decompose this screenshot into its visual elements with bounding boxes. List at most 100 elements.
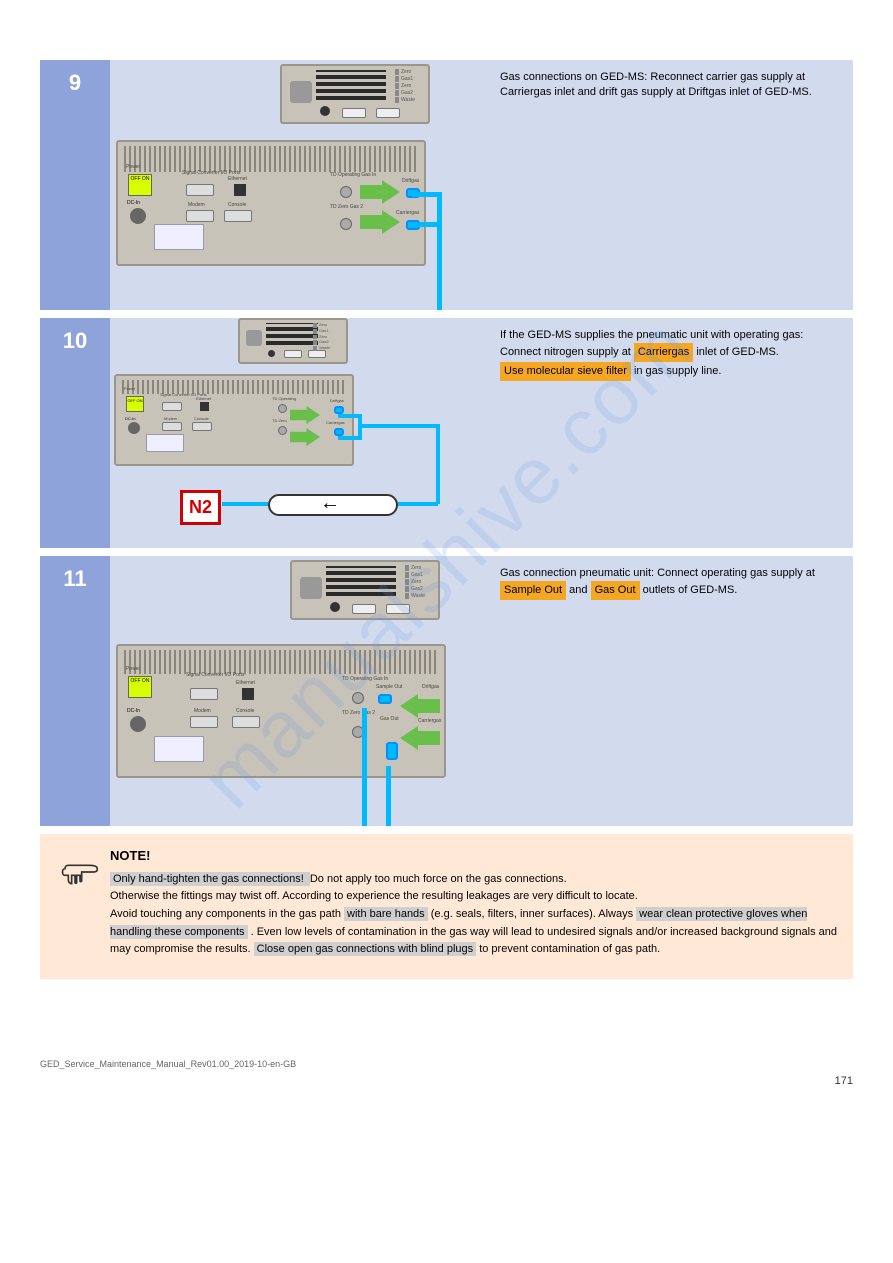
step-9-diagram: Zero Gas1 Zero Gas2 Waste Power OFF ON D… (110, 60, 490, 310)
gas-out-port (386, 742, 398, 760)
port-dot (268, 350, 275, 357)
td-op-port (340, 186, 352, 198)
driftgas-label: Driftgas (330, 398, 344, 403)
pneumatic-unit-rear: Zero Gas1 Zero Gas2 Waste (290, 560, 440, 620)
vent-slots (124, 146, 418, 174)
modem-label: Modem (164, 416, 177, 421)
gas-tube (398, 502, 438, 506)
flow-arrow-icon: ← (320, 492, 340, 515)
ce-label (146, 434, 184, 452)
sigconv-label: Signal Converter I/O Ports (186, 672, 244, 678)
gas-out-label: Gas Out (380, 716, 399, 722)
note-hl-1: Only hand-tighten the gas connections! (110, 872, 310, 886)
step-9-row: 9 Zero Gas1 Zero Gas2 Waste Power OFF ON… (40, 60, 853, 310)
step-9-description: Gas connections on GED-MS: Reconnect car… (490, 60, 853, 310)
step-11-diagram: Zero Gas1 Zero Gas2 Waste Power OFF ON D… (110, 556, 490, 826)
note-text: Do not apply too much force on the gas c… (310, 873, 567, 885)
highlight-sample-out: Sample Out (500, 581, 566, 600)
gas-tube (358, 424, 440, 428)
note-text: Otherwise the fittings may twist off. Ac… (110, 888, 843, 906)
console-label: Console (236, 708, 254, 714)
step-10-description: If the GED-MS supplies the pneumatic uni… (490, 318, 853, 548)
td-op-label: TD Operating (272, 396, 296, 401)
note-body: NOTE! Only hand-tighten the gas connecti… (110, 846, 843, 959)
td-zero-label: TD Zero Gas 2 (330, 204, 363, 210)
step-11-description: Gas connection pneumatic unit: Connect o… (490, 556, 853, 826)
console-label: Console (228, 202, 246, 208)
step-9-number: 9 (40, 60, 110, 310)
td-op-label: TD Operating Gas In (342, 676, 388, 682)
vent-grille (266, 323, 318, 345)
modem-label: Modem (194, 708, 211, 714)
knob-icon (300, 577, 322, 599)
step-10-text-mid: inlet of GED-MS. (696, 346, 779, 358)
port-labels: Zero Gas1 Zero Gas2 Waste (405, 565, 435, 600)
carriergas-label: Carriergas (418, 718, 441, 724)
ged-ms-rear: Power OFF ON DC-In Signal Converter I/O … (116, 644, 446, 778)
db9-connector-1 (342, 108, 366, 118)
step-11-row: 11 Zero Gas1 Zero Gas2 Waste Power OFF O… (40, 556, 853, 826)
dcin-label: DC-In (125, 416, 135, 421)
console-port (232, 716, 260, 728)
modem-port (190, 716, 218, 728)
green-arrow-icon (290, 428, 320, 446)
note-hl-2: with bare hands (344, 907, 428, 921)
power-label: Power (124, 386, 135, 391)
driftgas-label: Driftgas (402, 178, 419, 184)
power-switch: OFF ON (128, 676, 152, 698)
modem-label: Modem (188, 202, 205, 208)
step-9-text: Gas connections on GED-MS: Reconnect car… (500, 71, 812, 98)
power-switch: OFF ON (128, 174, 152, 196)
green-arrow-icon (400, 694, 440, 718)
port-dot (320, 106, 330, 116)
console-label: Console (194, 416, 209, 421)
gas-tube (222, 502, 268, 506)
console-port (192, 422, 212, 431)
ethernet-port (234, 184, 246, 196)
sample-out-port (378, 694, 392, 704)
note-text: Avoid touching any components in the gas… (110, 908, 344, 920)
gas-tube (362, 708, 367, 826)
ethernet-port (242, 688, 254, 700)
green-arrow-icon (400, 726, 440, 750)
step-11-number: 11 (40, 556, 110, 826)
modem-port (162, 422, 182, 431)
ethernet-label: Ethernet (196, 396, 211, 401)
dc-in-port (130, 716, 146, 732)
td-zero-port (340, 218, 352, 230)
td-op-label: TD Operating Gas In (330, 172, 376, 178)
vent-grille (326, 566, 396, 596)
db9-connector (352, 604, 376, 614)
td-zero-label: TD Zero Gas 2 (342, 710, 375, 716)
green-arrow-icon (360, 210, 400, 234)
io-port (162, 402, 182, 411)
port-labels: Zero Gas1 Zero Gas2 Waste (395, 69, 425, 104)
n2-label-box: N2 (180, 490, 221, 525)
dcin-label: DC-In (127, 708, 140, 714)
dc-in-port (130, 208, 146, 224)
driftgas-port (334, 406, 344, 414)
note-title: NOTE! (110, 846, 843, 867)
knob-icon (290, 81, 312, 103)
sample-out-label: Sample Out (376, 684, 402, 690)
step-10-diagram: Zero Gas1 Zero Gas2 Waste Power OFF ON D… (110, 318, 490, 548)
io-port (190, 688, 218, 700)
page-number: 171 (40, 1075, 853, 1087)
ce-label (154, 736, 204, 762)
green-arrow-icon (360, 180, 400, 204)
port-dot (330, 602, 340, 612)
highlight-gas-out: Gas Out (591, 581, 640, 600)
carriergas-label: Carriergas (326, 420, 345, 425)
pointing-hand-icon (50, 846, 110, 959)
ethernet-label: Ethernet (236, 680, 255, 686)
driftgas-label: Driftgas (422, 684, 439, 690)
step-11-text-before: Gas connection pneumatic unit: Connect o… (500, 567, 815, 579)
port-labels: Zero Gas1 Zero Gas2 Waste (313, 323, 343, 352)
ethernet-label: Ethernet (228, 176, 247, 182)
knob-icon (246, 330, 262, 346)
ethernet-port (200, 402, 209, 411)
gas-tube (437, 192, 442, 310)
footer-doc-id: GED_Service_Maintenance_Manual_Rev01.00_… (40, 1059, 853, 1069)
td-zero-label: TD Zero (272, 418, 287, 423)
power-label: Power (126, 666, 140, 672)
